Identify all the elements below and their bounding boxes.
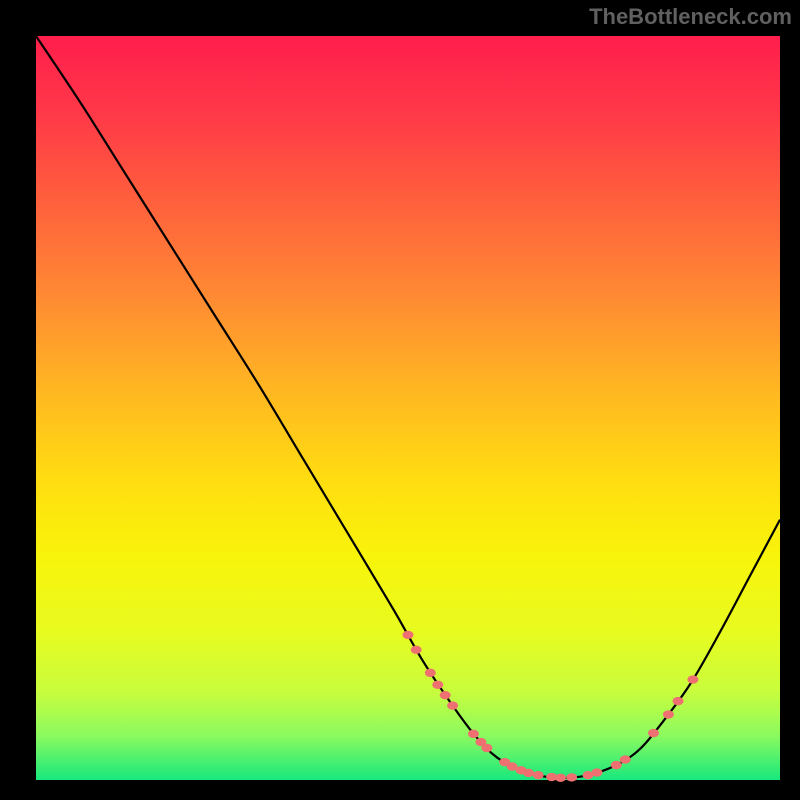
bottleneck-chart: TheBottleneck.com bbox=[0, 0, 800, 800]
curve-marker bbox=[533, 771, 544, 779]
chart-svg bbox=[0, 0, 800, 800]
curve-marker bbox=[432, 681, 443, 689]
curve-marker bbox=[411, 646, 422, 654]
curve-marker bbox=[566, 773, 577, 781]
watermark-text: TheBottleneck.com bbox=[589, 4, 792, 30]
plot-background bbox=[36, 36, 780, 780]
curve-marker bbox=[481, 744, 492, 752]
curve-marker bbox=[555, 774, 566, 782]
curve-marker bbox=[523, 769, 534, 777]
curve-marker bbox=[403, 631, 414, 639]
curve-marker bbox=[648, 729, 659, 737]
curve-marker bbox=[447, 701, 458, 709]
curve-marker bbox=[611, 761, 622, 769]
curve-marker bbox=[663, 710, 674, 718]
curve-marker bbox=[468, 730, 479, 738]
curve-marker bbox=[425, 669, 436, 677]
curve-marker bbox=[620, 755, 631, 763]
curve-marker bbox=[673, 697, 684, 705]
curve-marker bbox=[440, 691, 451, 699]
curve-marker bbox=[591, 768, 602, 776]
curve-marker bbox=[687, 675, 698, 683]
